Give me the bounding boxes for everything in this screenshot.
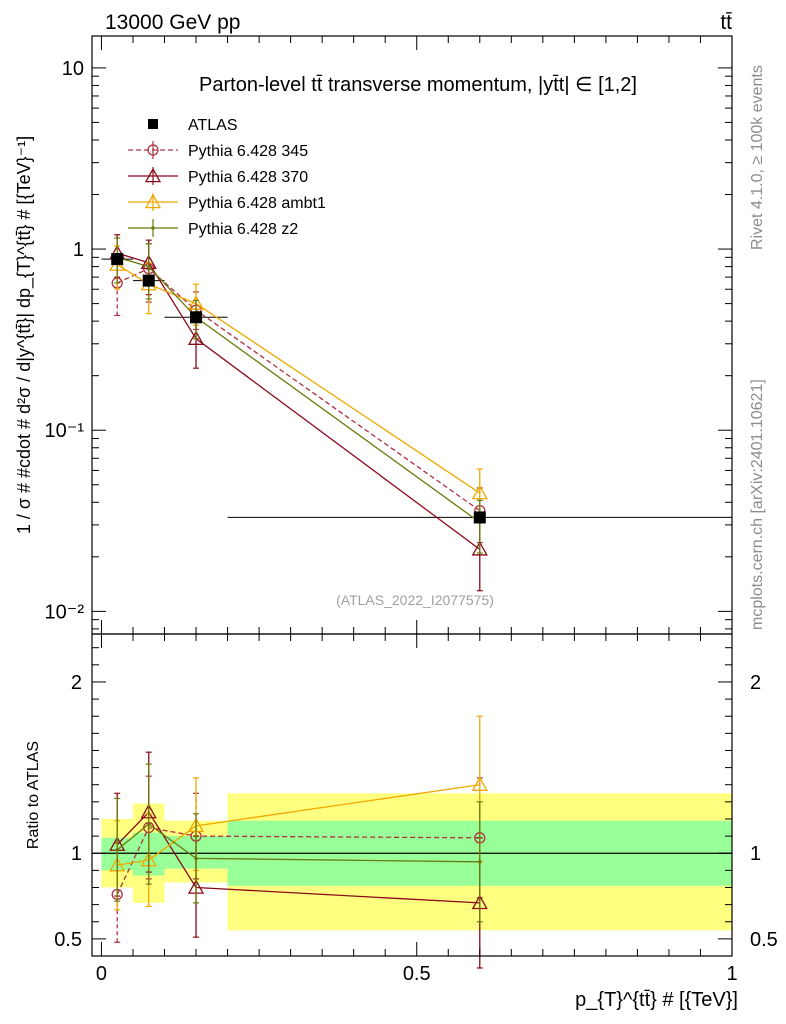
ratio-ytick-label-left-0: 0.5 <box>54 929 82 951</box>
legend-marker-1 <box>147 144 159 156</box>
data-point-2 <box>190 311 203 324</box>
main-panel: 10⁻² 10⁻¹ 1 10 Parton-level tt̄ transverse … <box>14 35 733 635</box>
rivet-version-label: Rivet 4.1.0, ≥ 100k events <box>749 65 766 250</box>
data-point-1 <box>142 274 155 287</box>
main-plot-area <box>101 234 732 592</box>
main-series-marker-1-2 <box>187 330 205 345</box>
main-series-line-3 <box>117 256 481 523</box>
ratio-series-marker-3-3 <box>477 859 482 864</box>
legend-label-1: Pythia 6.428 345 <box>188 143 308 160</box>
legend-label-4: Pythia 6.428 z2 <box>188 221 298 238</box>
chart-title: Parton-level tt̄ transverse momentum, |y… <box>199 74 637 96</box>
legend-marker-3 <box>144 193 162 209</box>
x-tick-label-0: 0 <box>96 963 107 985</box>
data-point-0 <box>111 253 124 266</box>
ratio-plot-area <box>92 715 732 969</box>
ratio-panel: 0.5 0.5 1 1 2 2 0 0.5 1 Ratio to ATLAS p_{T}^{tt… <box>25 633 778 1011</box>
main-series-marker-3-1 <box>146 264 151 269</box>
legend-label-3: Pythia 6.428 ambt1 <box>188 195 326 212</box>
main-series-line-0 <box>116 267 481 512</box>
analysis-watermark: (ATLAS_2022_I2077575) <box>336 592 494 608</box>
ratio-series-marker-3-2 <box>194 856 198 861</box>
ratio-series-marker-3-0 <box>115 848 120 852</box>
legend: ATLAS Pythia 6.428 345 Pythia 6.428 370 Pyt… <box>128 117 326 238</box>
ratio-series-line-2 <box>117 784 480 866</box>
main-ytick-label-1: 10⁻¹ <box>45 420 85 442</box>
collision-energy-label: 13000 GeV pp <box>105 11 240 34</box>
ratio-series-line-1 <box>116 811 480 904</box>
ratio-ytick-label-left-1: 1 <box>71 843 82 865</box>
main-ytick-label-2: 1 <box>73 239 84 261</box>
ratio-y-axis-label: Ratio to ATLAS <box>25 741 42 849</box>
ratio-series-line-3 <box>116 823 480 863</box>
data-point-3 <box>473 511 486 524</box>
process-label: tt̄ <box>720 11 732 34</box>
ratio-axes: 0.5 0.5 1 1 2 2 0 0.5 1 <box>54 634 778 985</box>
main-y-axis-label: 1 / σ # #cdot # d²σ / d|y^{tt̄}| dp_{T}^… <box>14 136 35 534</box>
main-ytick-label-0: 10⁻² <box>45 601 85 623</box>
x-axis-label: p_{T}^{tt̄} # [{TeV}] <box>575 989 738 1011</box>
ratio-ytick-label-right-1: 1 <box>750 843 761 865</box>
ratio-ytick-label-right-2: 2 <box>750 672 761 694</box>
main-series-marker-1-3 <box>471 540 488 556</box>
ratio-series-marker-3-1 <box>146 822 151 826</box>
main-series-marker-2-3 <box>471 484 488 500</box>
mcplots-label: mcplots.cern.ch [arXiv:2401.10621] <box>749 379 766 630</box>
legend-label-2: Pythia 6.428 370 <box>188 169 308 186</box>
ratio-ytick-label-right-0: 0.5 <box>750 929 778 951</box>
x-tick-label-1: 0.5 <box>403 963 431 985</box>
main-series-line-2 <box>116 264 481 494</box>
legend-marker-2 <box>144 167 162 183</box>
ratio-series-line-0 <box>116 826 480 895</box>
legend-marker-0 <box>148 119 158 129</box>
main-axes: 10⁻² 10⁻¹ 1 10 <box>45 36 733 634</box>
main-series-line-1 <box>117 252 481 550</box>
ratio-ytick-label-left-2: 2 <box>71 672 82 694</box>
ratio-frame <box>91 633 733 957</box>
x-tick-label-2: 1 <box>726 963 737 985</box>
legend-label-0: ATLAS <box>188 117 238 134</box>
main-ytick-label-3: 10 <box>62 58 84 80</box>
legend-marker-4 <box>151 226 155 230</box>
ratio-series-marker-2-3 <box>471 776 488 791</box>
